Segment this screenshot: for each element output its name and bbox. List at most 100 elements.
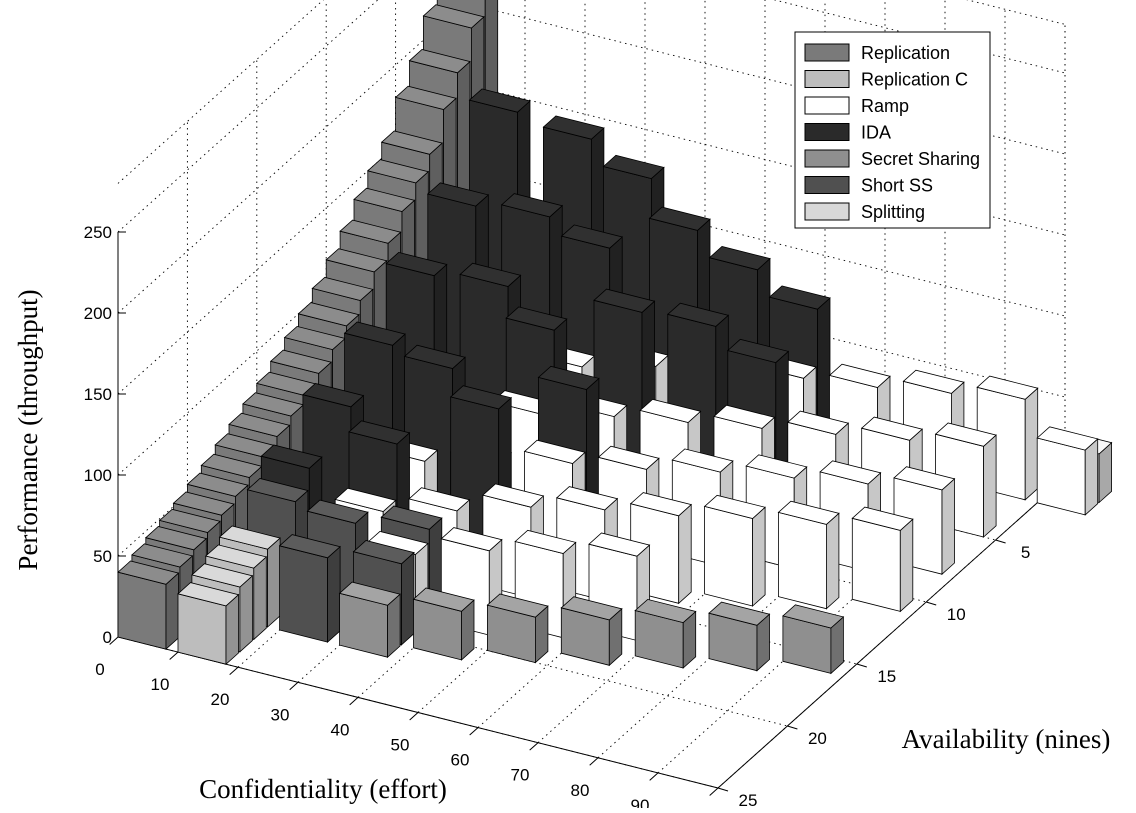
- bar-top-face: [560, 596, 623, 621]
- bar-top-face: [353, 187, 416, 212]
- legend-label: Secret Sharing: [861, 149, 980, 169]
- bar-replication-c: [177, 582, 240, 666]
- bar-top-face: [934, 422, 997, 447]
- bar-top-face: [593, 288, 656, 313]
- y-tick-label: 25: [739, 791, 758, 808]
- bar-top-face: [380, 130, 444, 155]
- x-tick-label: 70: [511, 766, 530, 785]
- bar-top-face: [468, 88, 531, 113]
- bar-top-face: [117, 560, 180, 585]
- legend-label: IDA: [861, 123, 891, 143]
- x-tick-label: 30: [271, 705, 290, 724]
- z-tick-label: 0: [103, 628, 112, 647]
- legend-swatch: [804, 176, 850, 194]
- legend-label: Replication: [861, 43, 950, 63]
- bar-front-face: [279, 545, 329, 643]
- legend-swatch: [804, 70, 850, 88]
- bar-top-face: [186, 472, 249, 497]
- left-wall-gridline-z: [117, 2, 466, 314]
- floor-gridline-x: [657, 462, 1006, 774]
- bar-top-face: [588, 532, 651, 557]
- bar-top-face: [394, 85, 457, 110]
- bar-top-face: [713, 404, 776, 429]
- y-tick-label: 10: [947, 605, 966, 624]
- y-axis-title: Availability (nines): [902, 724, 1111, 754]
- floor-gridline-x: [477, 417, 826, 728]
- bar-top-face: [828, 363, 891, 388]
- bar-top-face: [768, 285, 831, 310]
- bar-side-face: [678, 503, 692, 605]
- box-edge: [966, 0, 1066, 25]
- back-wall-gridline-z: [464, 83, 1066, 236]
- bar-top-face: [325, 248, 388, 273]
- bar-top-face: [385, 251, 448, 277]
- bar-top-face: [703, 494, 766, 519]
- bar-top-face: [380, 505, 443, 530]
- bar-top-face: [228, 412, 291, 437]
- x-tick-mark: [349, 697, 359, 706]
- bar-top-face: [514, 529, 577, 554]
- bar-top-face: [297, 302, 360, 327]
- bar-top-face: [403, 344, 466, 369]
- bar-top-face: [786, 410, 850, 435]
- x-tick-mark: [109, 636, 119, 645]
- bar-top-face: [366, 159, 430, 184]
- bars-layer: [117, 0, 1113, 675]
- bar-top-face: [602, 154, 665, 180]
- x-tick-label: 80: [571, 781, 590, 800]
- y-tick-mark: [787, 725, 798, 730]
- z-axis-title: Performance (throughput): [13, 289, 43, 570]
- bar-top-face: [639, 398, 702, 423]
- x-tick-label: 10: [151, 675, 170, 694]
- x-tick-mark: [169, 651, 179, 660]
- bar-side-face: [1084, 438, 1099, 516]
- legend-swatch: [804, 149, 850, 168]
- box-edge: [117, 0, 324, 184]
- bar-side-face: [752, 506, 766, 607]
- bar-secret-sharing: [634, 598, 697, 669]
- bar-side-face: [899, 518, 914, 613]
- bar-top-face: [449, 385, 513, 410]
- left-wall-gridline-z: [117, 164, 466, 476]
- x-tick-label: 90: [631, 796, 650, 808]
- back-wall-gridline-z: [464, 164, 1066, 317]
- x-tick-label: 0: [95, 660, 104, 679]
- bar-top-face: [500, 193, 564, 218]
- bar-top-face: [708, 246, 771, 271]
- bar-top-face: [482, 483, 545, 508]
- y-tick-label: 15: [877, 667, 896, 686]
- bar-top-face: [860, 416, 924, 441]
- legend-swatch: [804, 123, 850, 141]
- bar-top-face: [338, 581, 401, 606]
- x-tick-label: 40: [331, 720, 350, 739]
- back-wall-gridline-z: [464, 2, 1066, 155]
- x-tick-mark: [469, 727, 479, 736]
- legend-label: Splitting: [861, 202, 925, 222]
- bar-top-face: [311, 276, 374, 301]
- bar-side-face: [826, 512, 840, 610]
- legend-label: Short SS: [861, 176, 933, 196]
- bar-top-face: [158, 508, 221, 533]
- bar-top-face: [218, 525, 281, 550]
- bar-top-face: [819, 460, 882, 485]
- bar-top-face: [302, 383, 365, 408]
- bar-top-face: [893, 466, 956, 491]
- bar-secret-sharing: [338, 581, 401, 659]
- bar-top-face: [851, 506, 914, 531]
- bar-top-face: [976, 375, 1039, 400]
- bar-top-face: [459, 262, 522, 287]
- bar-top-face: [486, 593, 549, 618]
- left-wall-gridline-z: [117, 83, 466, 395]
- x-tick-mark: [229, 666, 239, 676]
- bar-top-face: [348, 420, 411, 445]
- bar-side-face: [225, 593, 239, 666]
- z-tick-label: 100: [84, 466, 112, 485]
- bar-top-face: [666, 302, 730, 327]
- x-axis-title: Confidentiality (effort): [199, 774, 447, 804]
- bar-front-face: [778, 511, 827, 610]
- y-tick-label: 5: [1021, 543, 1030, 562]
- floor-gridline-x: [417, 402, 766, 713]
- bar-top-face: [334, 487, 397, 512]
- bar-top-face: [440, 527, 503, 552]
